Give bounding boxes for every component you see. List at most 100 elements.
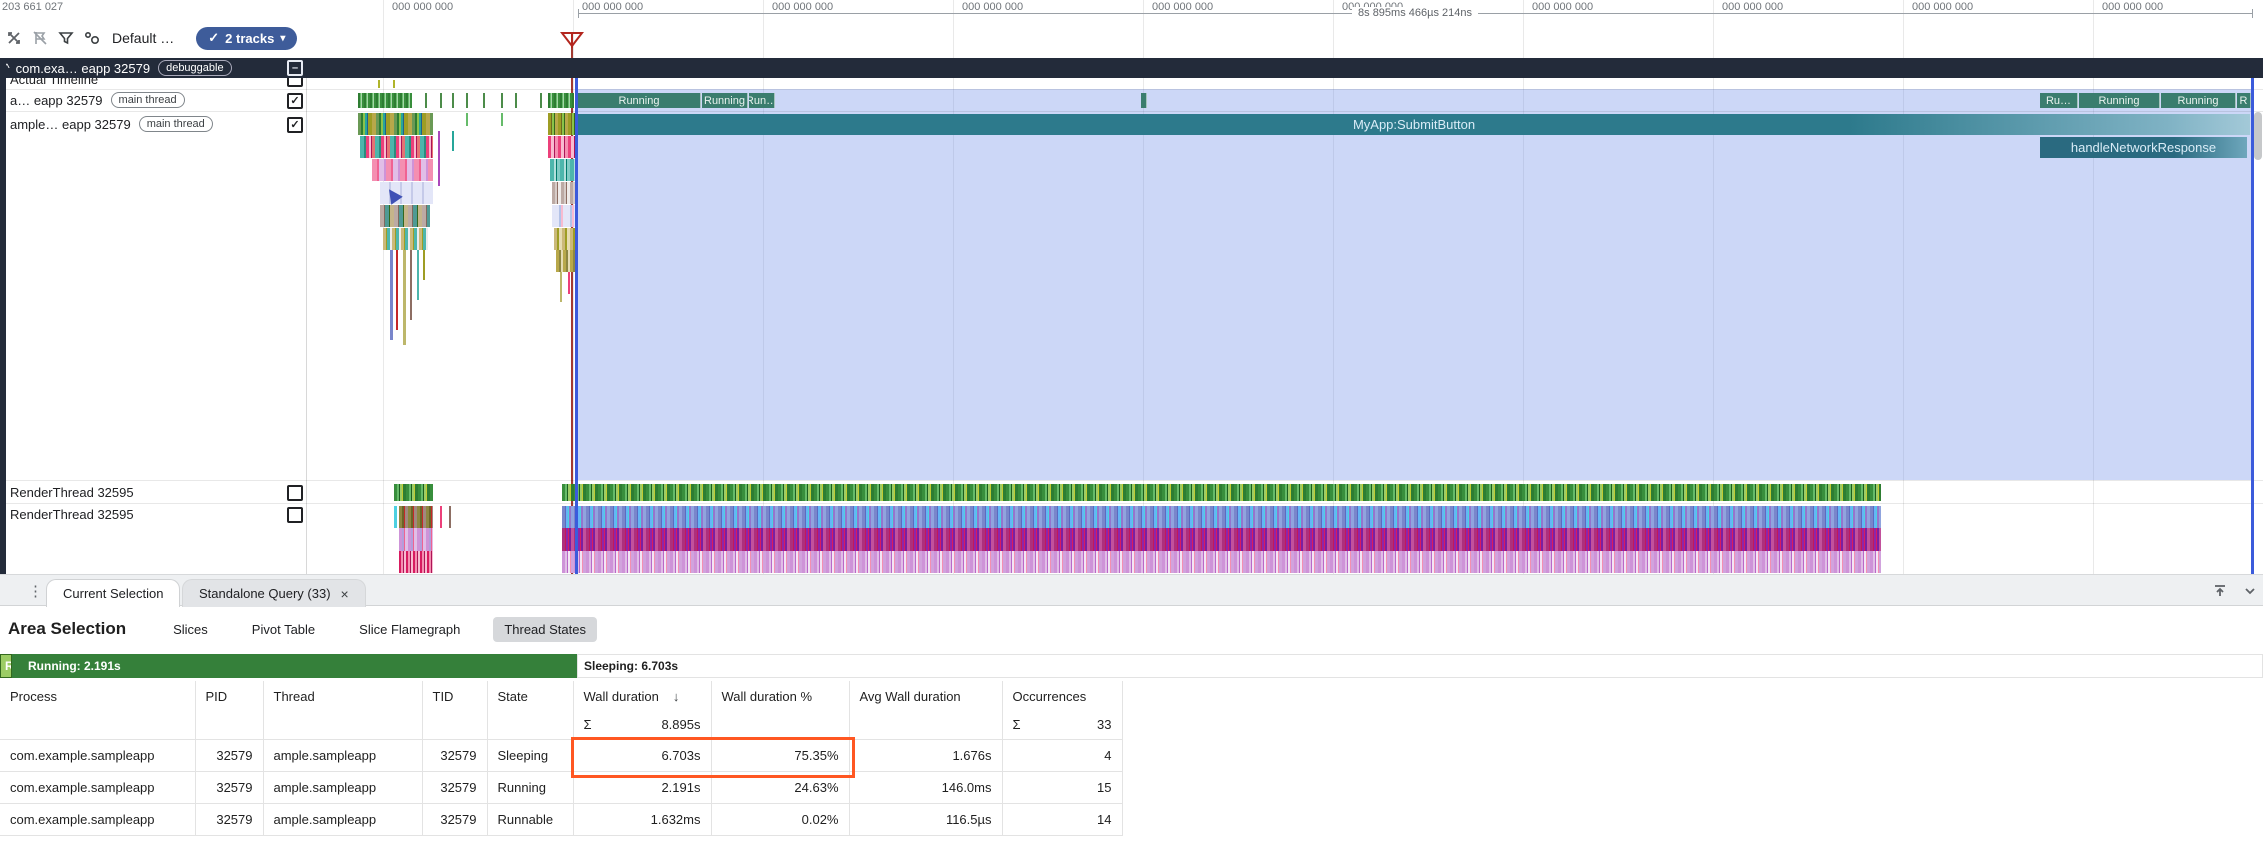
column-header-wall-duration[interactable]: Wall duration ↓ [573, 681, 712, 711]
selection-end-line[interactable] [2251, 78, 2254, 574]
cell-pid: 32579 [195, 738, 264, 771]
cell-wall-duration--: 0.02% [711, 802, 850, 836]
cell-thread: ample.sampleapp [263, 802, 423, 836]
sum-cell [849, 711, 1003, 739]
workspaces-icon[interactable] [82, 28, 102, 48]
actual-timeline-checkbox[interactable] [287, 78, 303, 89]
sidebar-item-renderthread-2[interactable]: RenderThread 32595 [10, 506, 134, 522]
tab-standalone-query[interactable]: Standalone Query (33) × [182, 579, 366, 607]
sort-desc-icon[interactable]: ↓ [672, 688, 680, 704]
thread-state-slice[interactable]: Running [702, 93, 748, 108]
workspace-selector[interactable]: Default … [112, 30, 175, 46]
sum-cell [487, 711, 574, 739]
flame-slice [390, 250, 393, 340]
flame-slice [548, 136, 577, 158]
render-band-blue [562, 506, 1881, 528]
state-tick [540, 93, 542, 108]
sidebar-item-actual-timeline[interactable]: Actual Timeline [10, 78, 99, 87]
column-header-thread[interactable]: Thread [263, 681, 423, 711]
group-checkbox[interactable]: – [287, 60, 303, 76]
filter-icon[interactable] [56, 28, 76, 48]
cell-occurrences: 14 [1002, 802, 1123, 836]
sidebar-item-slice-track[interactable]: ample… eapp 32579 main thread [0, 113, 306, 135]
tracks-selected-pill[interactable]: ✓ 2 tracks ▾ [196, 26, 298, 50]
thread-state-slice[interactable] [1141, 93, 1147, 108]
flame-slice [554, 228, 577, 250]
area-selection-overlay[interactable] [578, 89, 2252, 480]
subtab-slice-flamegraph[interactable]: Slice Flamegraph [359, 621, 461, 637]
thread-state-slice[interactable]: Running [578, 93, 701, 108]
named-slice[interactable]: handleNetworkResponse [2040, 137, 2247, 158]
cell-state: Runnable [487, 802, 574, 836]
tab-current-selection[interactable]: Current Selection [46, 579, 181, 607]
ruler-tick-label: 000 000 000 [1912, 1, 1974, 13]
flame-slice [560, 272, 562, 302]
renderthread-1-checkbox[interactable] [287, 485, 303, 501]
process-group-header[interactable]: ^ com.exa… eapp 32579 debuggable – [0, 58, 2263, 78]
close-icon[interactable]: × [340, 585, 349, 602]
render-slice [394, 506, 397, 528]
table-row[interactable]: com.example.sampleapp 32579 ample.sampleap… [0, 802, 1123, 836]
flame-slice [438, 131, 440, 186]
state-tick [440, 93, 442, 108]
page-title: Area Selection [8, 619, 127, 638]
thread-state-slice[interactable]: Ru… [2040, 93, 2078, 108]
flag-off-icon[interactable] [30, 28, 50, 48]
thread-state-slice[interactable]: Running [2079, 93, 2160, 108]
table-body: Σ 8.895s Σ 33 com.example.sampleapp 32579 ampl… [0, 711, 1123, 836]
sum-cell [422, 711, 488, 739]
table-row[interactable]: com.example.sampleapp 32579 ample.sampleap… [0, 738, 1123, 771]
column-header-avg-wall-duration[interactable]: Avg Wall duration [849, 681, 1003, 711]
flame-slice [383, 228, 428, 250]
cell-state: Sleeping [487, 738, 574, 771]
column-header-process[interactable]: Process [0, 681, 196, 711]
collapse-arrows-icon[interactable] [4, 28, 24, 48]
slice-track-checkbox[interactable]: ✓ [287, 117, 303, 133]
column-header-state[interactable]: State [487, 681, 574, 711]
drag-handle-icon[interactable]: ⋮ [28, 583, 43, 600]
flame-slice [417, 250, 419, 300]
state-barcode [548, 93, 574, 108]
named-slice[interactable]: MyApp:SubmitButton [578, 114, 2250, 135]
pull-up-panel-icon[interactable] [2212, 583, 2228, 599]
ruler-tick-label: 000 000 000 [2102, 1, 2164, 13]
state-tick [452, 93, 454, 108]
gridline [1903, 0, 1904, 574]
cell-wall-duration: 2.191s [573, 770, 712, 803]
subtab-thread-states[interactable]: Thread States [493, 616, 597, 642]
cell-tid: 32579 [422, 738, 488, 771]
debuggable-chip: debuggable [158, 60, 232, 76]
flame-slice [372, 159, 433, 181]
renderthread-2-checkbox[interactable] [287, 507, 303, 523]
thread-state-slice[interactable]: Running [2161, 93, 2236, 108]
flame-slice [396, 250, 398, 330]
column-header-tid[interactable]: TID [422, 681, 488, 711]
flame-slice [452, 131, 454, 151]
collapse-panel-chevron-icon[interactable] [2242, 583, 2258, 599]
subtab-slices[interactable]: Slices [173, 621, 208, 637]
gridline [953, 0, 954, 574]
render-slice [399, 506, 433, 528]
column-header-wall-duration--[interactable]: Wall duration % [711, 681, 850, 711]
thread-state-checkbox[interactable]: ✓ [287, 93, 303, 109]
gridline [2093, 0, 2094, 574]
sidebar-divider[interactable] [306, 58, 307, 574]
thread-states-table: Process PID Thread TID State Wall duration ↓ Wa… [0, 681, 1123, 836]
thread-state-slice[interactable]: R [2237, 93, 2251, 108]
vertical-scrollbar-thumb[interactable] [2254, 112, 2262, 160]
thread-state-slice[interactable]: Run… [749, 93, 775, 108]
flame-slice [552, 205, 577, 227]
table-row[interactable]: com.example.sampleapp 32579 ample.sampleap… [0, 770, 1123, 803]
column-header-pid[interactable]: PID [195, 681, 264, 711]
selection-start-line[interactable] [575, 78, 578, 574]
flag-marker-icon[interactable] [559, 31, 585, 51]
sidebar-item-renderthread-1[interactable]: RenderThread 32595 [10, 484, 134, 500]
sidebar-item-thread-state-track[interactable]: a… eapp 32579 main thread [0, 89, 306, 111]
subtab-pivot-table[interactable]: Pivot Table [251, 621, 316, 637]
sum-cell [263, 711, 423, 739]
column-header-occurrences[interactable]: Occurrences [1002, 681, 1123, 711]
timeline-area[interactable]: 203 661 027 000 000 000 000 000 000 000 00… [0, 0, 2263, 574]
flame-slice [380, 205, 430, 227]
collapse-caret-icon[interactable]: ^ [4, 61, 10, 75]
